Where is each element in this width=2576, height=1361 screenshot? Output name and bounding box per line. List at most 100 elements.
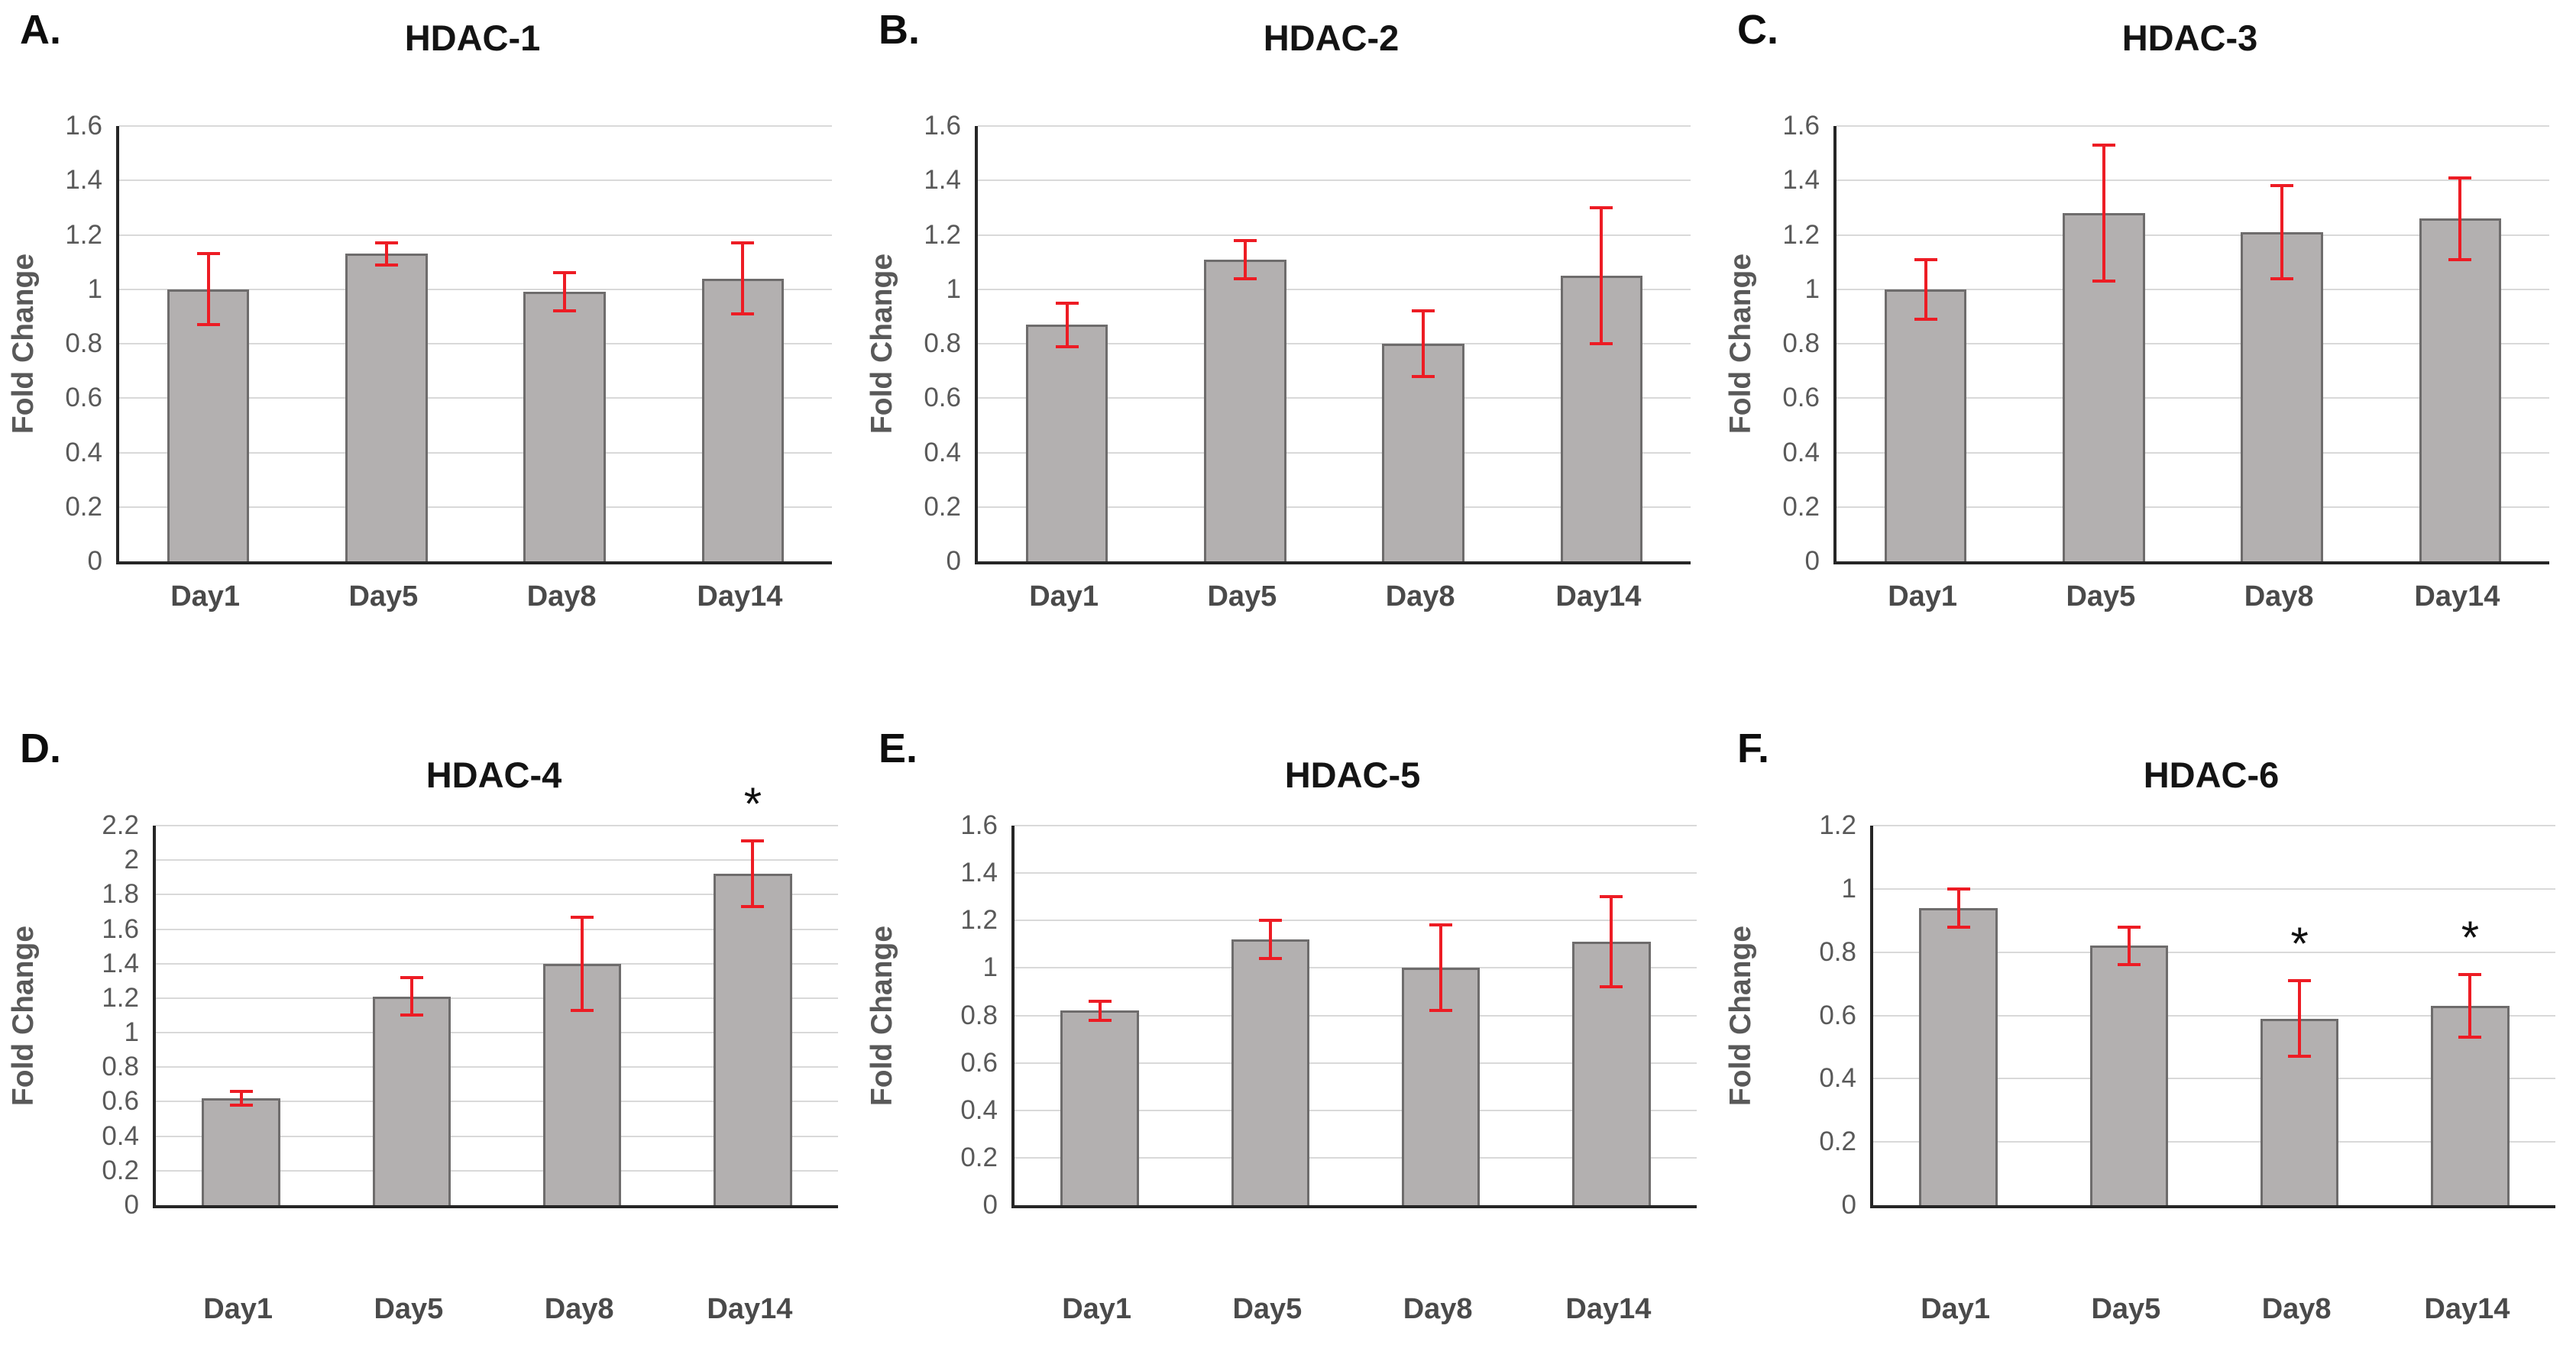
y-tick-label: 0 xyxy=(87,546,102,576)
y-tick-label: 0 xyxy=(1804,546,1820,576)
y-tick-label: 0.8 xyxy=(65,328,102,358)
y-tick-label: 1.4 xyxy=(102,948,139,978)
y-tick-label: 0.6 xyxy=(924,383,961,413)
gridline xyxy=(978,397,1691,399)
y-tick-label: 0.4 xyxy=(65,437,102,467)
y-tick-label: 0.8 xyxy=(924,328,961,358)
error-bar-cap-top xyxy=(1600,895,1623,899)
error-bar-cap-top xyxy=(1412,309,1435,313)
gridline xyxy=(1015,1062,1697,1064)
gridline xyxy=(1873,1078,2555,1080)
error-bar-cap-bottom xyxy=(553,309,577,313)
error-bar-cap-bottom xyxy=(1914,317,1937,321)
bar-day8 xyxy=(523,292,606,561)
bar-day14 xyxy=(2419,218,2501,561)
x-category-label: Day8 xyxy=(1403,1293,1473,1325)
x-category-label: Day1 xyxy=(1062,1293,1132,1325)
plot-area: * * xyxy=(1870,825,2555,1208)
error-bar-cap-bottom xyxy=(400,1013,423,1017)
error-bar-line xyxy=(581,916,584,1010)
bar-day5 xyxy=(345,254,428,561)
gridline xyxy=(1015,920,1697,922)
error-bar-cap-bottom xyxy=(741,905,765,909)
gridline xyxy=(1015,1014,1697,1017)
panel-letter: B. xyxy=(879,7,920,53)
plot-area xyxy=(1011,825,1697,1208)
y-tick-label: 0.2 xyxy=(1782,491,1820,522)
gridline xyxy=(156,825,838,826)
error-bar-cap-bottom xyxy=(1088,1018,1112,1022)
gridline xyxy=(978,451,1691,454)
y-tick-label: 1 xyxy=(982,952,998,983)
error-bar-cap-bottom xyxy=(571,1008,594,1012)
plot-area: * xyxy=(153,781,838,1208)
error-bar-line xyxy=(1065,302,1069,347)
error-bar-cap-bottom xyxy=(1590,342,1613,345)
chart-panel-hdac-2: B. HDAC-2 Fold Change 0 0.2 0.4 0.6 0.8 1 1.2 1… xyxy=(859,0,1717,680)
error-bar-line xyxy=(1600,207,1604,344)
gridline xyxy=(1837,288,2549,290)
gridline xyxy=(1873,951,2555,953)
y-axis-tick-labels: 0 0.2 0.4 0.6 0.8 1 1.2 xyxy=(1717,810,1856,1220)
error-bar-line xyxy=(1610,897,1613,988)
error-bar-cap-bottom xyxy=(2288,1055,2312,1059)
x-category-label: Day1 xyxy=(1888,580,1958,613)
x-axis-labels: Day1 Day5 Day8 Day14 xyxy=(116,580,829,613)
gridline xyxy=(119,451,832,454)
error-bar-cap-bottom xyxy=(1412,374,1435,378)
error-bar-cap-top xyxy=(2448,176,2472,179)
gridline xyxy=(119,234,832,236)
error-bar-cap-top xyxy=(2092,143,2115,147)
error-bar-cap-top xyxy=(374,241,398,245)
x-category-label: Day5 xyxy=(348,580,419,613)
chart-panel-hdac-1: A. HDAC-1 Fold Change 0 0.2 0.4 0.6 0.8 1 1.2 1… xyxy=(0,0,859,680)
y-tick-label: 1.2 xyxy=(1819,810,1856,840)
y-tick-label: 0 xyxy=(1841,1190,1856,1220)
error-bar-cap-top xyxy=(571,915,594,919)
chart-title: HDAC-6 xyxy=(2143,755,2280,795)
y-tick-label: 1 xyxy=(1804,273,1820,304)
error-bar-cap-bottom xyxy=(374,263,398,267)
error-bar-line xyxy=(1422,311,1426,377)
error-bar-cap-bottom xyxy=(731,312,755,315)
gridline xyxy=(978,343,1691,344)
y-tick-label: 0.4 xyxy=(1782,437,1820,467)
chart-panel-hdac-3: C. HDAC-3 Fold Change 0 0.2 0.4 0.6 0.8 1 1.2 1… xyxy=(1717,0,2576,680)
panel-letter: F. xyxy=(1737,726,1770,771)
error-bar-cap-bottom xyxy=(1600,985,1623,989)
y-tick-label: 0.6 xyxy=(65,383,102,413)
y-tick-label: 1.6 xyxy=(102,913,139,944)
y-axis-tick-labels: 0 0.2 0.4 0.6 0.8 1 1.2 1.4 1.6 1.8 2 2.2 xyxy=(0,810,139,1220)
gridline xyxy=(1837,179,2549,182)
error-bar-cap-top xyxy=(2117,925,2141,929)
x-category-label: Day14 xyxy=(1565,1293,1652,1325)
error-bar-line xyxy=(2127,926,2131,965)
y-tick-label: 0.2 xyxy=(924,491,961,522)
error-bar-cap-top xyxy=(400,975,423,979)
y-tick-label: 1 xyxy=(87,273,102,304)
error-bar-line xyxy=(2458,177,2462,260)
panel-letter: A. xyxy=(20,7,61,53)
gridline xyxy=(978,506,1691,508)
plot-area xyxy=(116,125,832,564)
error-bar-cap-top xyxy=(741,839,765,843)
error-bar-line xyxy=(1243,240,1247,279)
error-bar-line xyxy=(2468,974,2472,1038)
error-bar-cap-top xyxy=(196,252,220,256)
panel-letter: D. xyxy=(20,726,61,771)
y-tick-label: 0.2 xyxy=(102,1155,139,1185)
bar-day5 xyxy=(1204,259,1286,561)
error-bar-cap-bottom xyxy=(2117,963,2141,967)
y-tick-label: 0.2 xyxy=(65,491,102,522)
gridline xyxy=(1837,397,2549,399)
error-bar-cap-top xyxy=(1914,257,1937,261)
gridline xyxy=(1873,825,2555,826)
error-bar-cap-bottom xyxy=(2270,276,2294,280)
x-category-label: Day5 xyxy=(1232,1293,1303,1325)
error-bar-cap-top xyxy=(731,241,755,245)
error-bar-line xyxy=(384,243,388,265)
gridline xyxy=(156,1101,838,1103)
gridline xyxy=(119,506,832,508)
y-tick-label: 1.6 xyxy=(1782,111,1820,141)
